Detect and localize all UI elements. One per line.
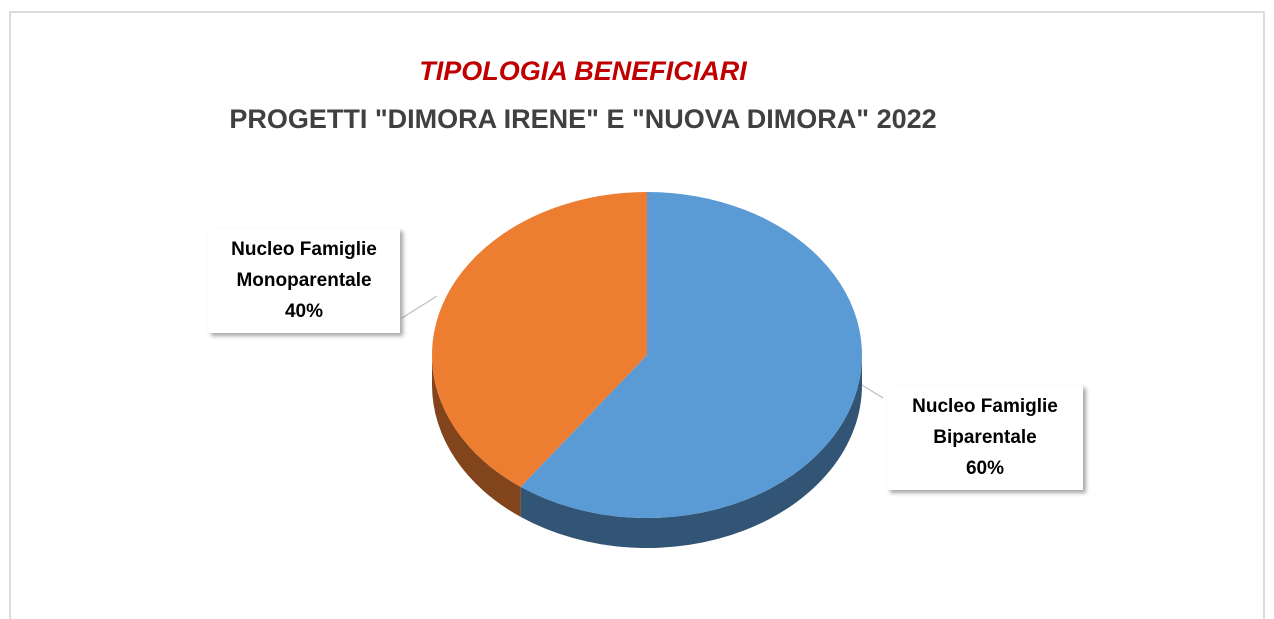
category-label: Nucleo Famiglie Biparentale xyxy=(912,396,1058,448)
chart-border xyxy=(9,11,1265,619)
slice xyxy=(432,192,647,487)
slice-side xyxy=(432,355,521,517)
data-label: Nucleo Famiglie Monoparentale 40% xyxy=(208,228,400,333)
leader-line xyxy=(401,295,438,319)
category-label: Nucleo Famiglie Monoparentale xyxy=(231,239,377,291)
slice-side xyxy=(520,355,862,548)
value-label: 40% xyxy=(284,301,324,322)
leader-line xyxy=(861,384,884,399)
chart-subtitle: PROGETTI "DIMORA IRENE" E "NUOVA DIMORA"… xyxy=(229,104,936,134)
slice xyxy=(520,192,862,519)
data-label: Nucleo Famiglie Biparentale 60% xyxy=(887,385,1083,490)
value-label: 60% xyxy=(965,458,1005,479)
chart-title: TIPOLOGIA BENEFICIARI xyxy=(419,56,747,86)
